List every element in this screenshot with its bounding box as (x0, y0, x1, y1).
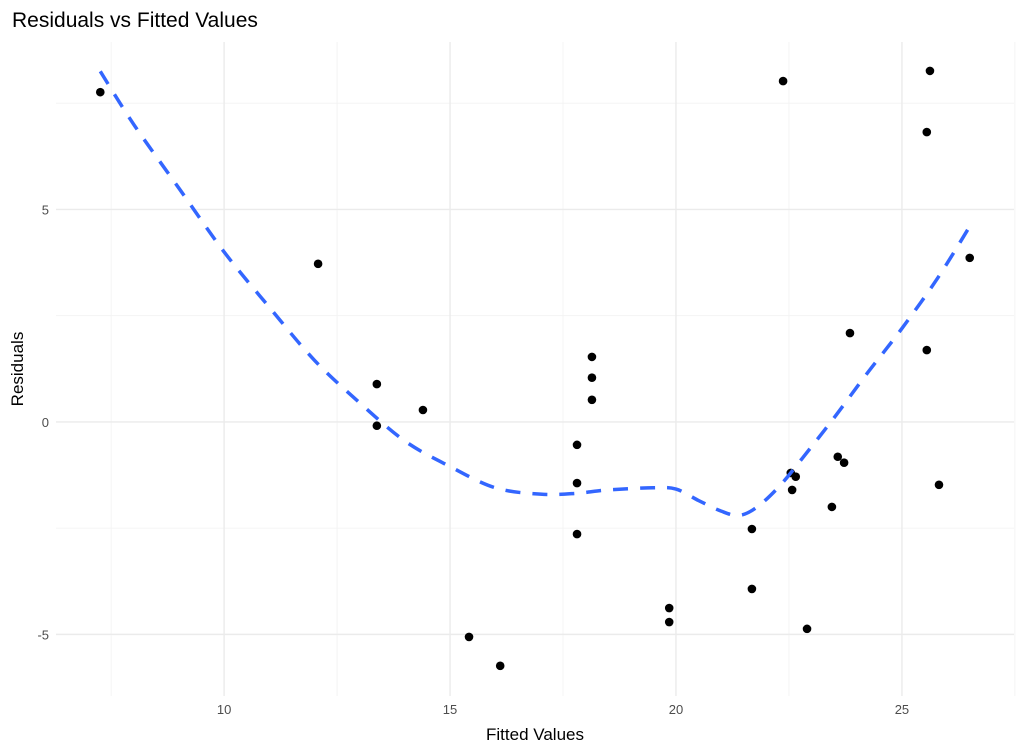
y-tick-label: -5 (37, 627, 49, 642)
y-axis-title: Residuals (8, 332, 27, 407)
data-point (587, 395, 597, 405)
data-point (572, 529, 582, 539)
data-point (747, 524, 757, 534)
data-point (418, 405, 428, 415)
data-point (778, 76, 788, 86)
x-axis-title: Fitted Values (486, 725, 584, 744)
y-tick-label: 5 (42, 202, 49, 217)
x-tick-label: 25 (895, 702, 909, 717)
data-point (587, 373, 597, 383)
data-point (664, 617, 674, 627)
data-point (464, 632, 474, 642)
data-point (747, 584, 757, 594)
data-point (587, 352, 597, 362)
data-point (827, 502, 837, 512)
minor-gridlines (56, 42, 1016, 696)
x-axis-tick-labels: 10 15 20 25 (217, 702, 909, 717)
data-point (787, 485, 797, 495)
data-point (372, 421, 382, 431)
x-tick-label: 10 (217, 702, 231, 717)
data-point (495, 661, 505, 671)
smooth-trend-line (98, 70, 972, 518)
y-axis-tick-labels: -5 0 5 (37, 202, 49, 642)
data-point (845, 328, 855, 338)
data-point (802, 624, 812, 634)
data-point (572, 440, 582, 450)
data-point (839, 458, 849, 468)
data-point (925, 66, 935, 76)
data-point (664, 603, 674, 613)
data-point (572, 478, 582, 488)
scatter-points (95, 66, 975, 671)
data-point (372, 379, 382, 389)
data-point (95, 87, 105, 97)
data-point (965, 253, 975, 263)
data-point (934, 480, 944, 490)
chart-title: Residuals vs Fitted Values (12, 9, 258, 32)
y-tick-label: 0 (42, 415, 49, 430)
data-point (833, 452, 843, 462)
data-point (922, 127, 932, 137)
x-tick-label: 15 (443, 702, 457, 717)
x-tick-label: 20 (669, 702, 683, 717)
data-point (922, 345, 932, 355)
data-point (791, 472, 801, 482)
major-gridlines (56, 42, 1014, 696)
data-point (313, 259, 323, 269)
